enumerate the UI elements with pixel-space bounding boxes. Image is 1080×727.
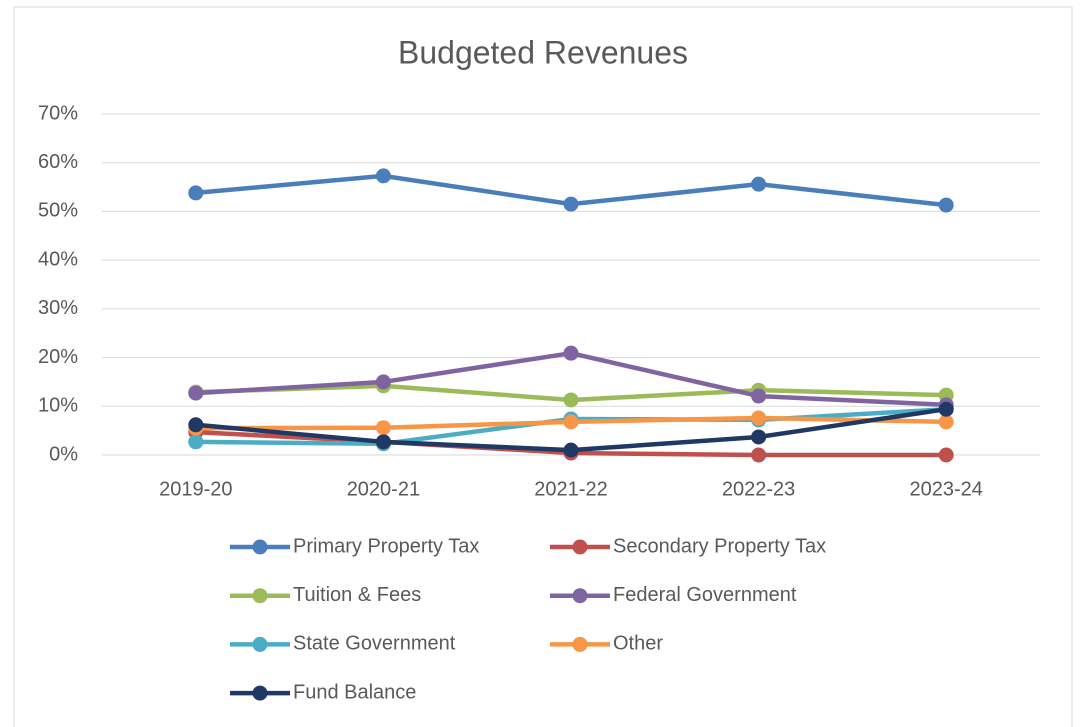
y-tick-label: 30% — [38, 297, 78, 319]
y-tick-label: 10% — [38, 395, 78, 417]
data-point — [375, 420, 391, 436]
data-point — [188, 434, 204, 450]
x-tick-label: 2020-21 — [347, 478, 420, 500]
data-point — [938, 414, 954, 430]
x-tick-label: 2021-22 — [534, 478, 607, 500]
data-point — [563, 392, 579, 408]
data-point — [188, 417, 204, 433]
legend-marker — [252, 588, 268, 604]
data-point — [751, 388, 767, 404]
legend-marker — [572, 588, 588, 604]
data-point — [375, 434, 391, 450]
legend-marker — [252, 685, 268, 701]
legend-label: Fund Balance — [293, 681, 416, 703]
data-point — [188, 385, 204, 401]
data-point — [188, 185, 204, 201]
data-point — [938, 197, 954, 213]
legend-marker — [252, 636, 268, 652]
legend-label: Federal Government — [613, 584, 797, 606]
y-tick-label: 60% — [38, 151, 78, 173]
data-point — [563, 196, 579, 212]
y-tick-label: 20% — [38, 346, 78, 368]
x-tick-label: 2019-20 — [159, 478, 232, 500]
data-point — [938, 447, 954, 463]
data-point — [563, 345, 579, 361]
y-tick-label: 0% — [49, 443, 78, 465]
legend-label: Primary Property Tax — [293, 535, 479, 557]
data-point — [751, 410, 767, 426]
y-tick-label: 40% — [38, 248, 78, 270]
y-tick-label: 70% — [38, 102, 78, 124]
chart-border — [13, 6, 1073, 727]
data-point — [751, 429, 767, 445]
data-point — [751, 447, 767, 463]
data-point — [563, 414, 579, 430]
legend-label: Other — [613, 633, 663, 655]
legend-marker — [572, 539, 588, 555]
legend-label: State Government — [293, 633, 456, 655]
legend-label: Tuition & Fees — [293, 584, 421, 606]
x-tick-label: 2022-23 — [722, 478, 795, 500]
data-point — [375, 168, 391, 184]
legend-marker — [572, 636, 588, 652]
data-point — [938, 401, 954, 417]
data-point — [563, 442, 579, 458]
y-tick-label: 50% — [38, 200, 78, 222]
data-point — [751, 176, 767, 192]
x-tick-label: 2023-24 — [909, 478, 982, 500]
chart-title: Budgeted Revenues — [398, 34, 688, 70]
legend-marker — [252, 539, 268, 555]
legend-label: Secondary Property Tax — [613, 535, 826, 557]
data-point — [375, 374, 391, 390]
